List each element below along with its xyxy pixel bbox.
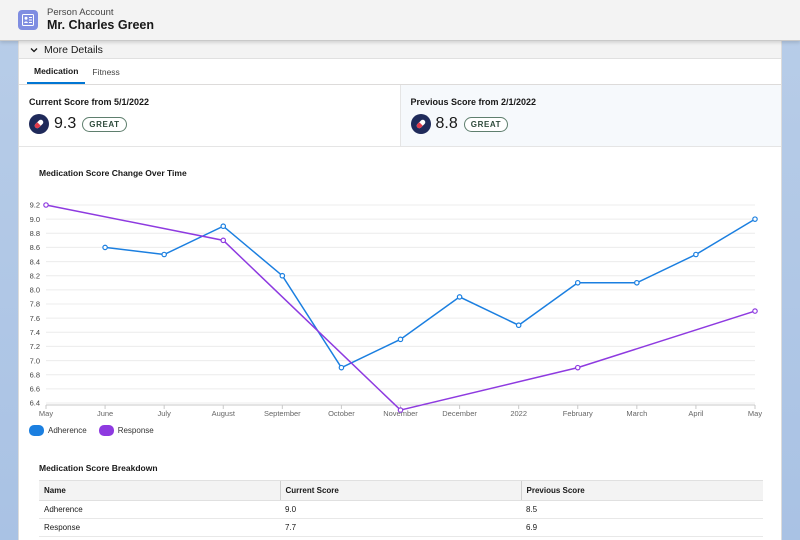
data-point-response	[752, 308, 758, 314]
row-name: Adherence	[39, 500, 280, 519]
chart-title: Medication Score Change Over Time	[39, 168, 187, 178]
score-summary: Current Score from 5/1/2022 9.3 GREAT Pr…	[19, 85, 781, 147]
chart-legend: Adherence Response	[29, 425, 166, 436]
y-tick-label: 7.2	[30, 342, 40, 351]
y-tick-label: 6.8	[30, 370, 40, 379]
data-point-adherence	[693, 251, 699, 258]
table-header-row: Name Current Score Previous Score	[39, 480, 763, 501]
data-point-adherence	[456, 294, 463, 300]
data-point-response	[397, 407, 404, 413]
more-details-toggle[interactable]: More Details	[19, 41, 781, 59]
data-point-adherence	[752, 216, 758, 222]
data-point-adherence	[574, 279, 581, 286]
row-current-score: 7.7	[280, 518, 521, 537]
y-tick-label: 8.0	[30, 286, 40, 295]
x-tick-label: December	[442, 409, 477, 418]
previous-score-badge: GREAT	[463, 116, 509, 132]
y-tick-label: 7.6	[30, 314, 40, 323]
data-point-adherence	[279, 272, 286, 279]
y-tick-label: 6.6	[30, 385, 40, 394]
more-details-label: More Details	[44, 43, 103, 56]
row-previous-score: 6.9	[521, 518, 763, 537]
column-header-current-score[interactable]: Current Score	[279, 480, 521, 501]
data-point-response	[220, 237, 227, 244]
y-tick-label: 8.8	[30, 229, 40, 238]
data-point-adherence	[220, 223, 227, 230]
table-row: Response 7.7 6.9	[39, 518, 763, 537]
legend-swatch-adherence	[29, 425, 44, 436]
score-breakdown-table: Name Current Score Previous Score Adhere…	[39, 480, 763, 537]
tab-medication[interactable]: Medication	[27, 59, 86, 84]
x-tick-label: April	[688, 409, 703, 418]
y-tick-label: 7.0	[30, 356, 40, 365]
pill-icon	[410, 114, 431, 134]
y-tick-label: 8.2	[30, 271, 40, 280]
x-tick-label: June	[97, 409, 113, 418]
current-score-badge: GREAT	[82, 116, 127, 132]
x-tick-label: May	[748, 409, 762, 418]
column-header-previous-score[interactable]: Previous Score	[520, 480, 763, 501]
x-tick-label: November	[383, 409, 418, 418]
column-header-name[interactable]: Name	[39, 480, 280, 501]
current-score-value: 9.3	[54, 115, 77, 132]
tab-fitness[interactable]: Fitness	[92, 66, 120, 77]
data-point-response	[574, 364, 581, 371]
person-account-icon	[18, 10, 38, 30]
x-tick-label: May	[39, 409, 53, 418]
record-title: Mr. Charles Green	[47, 18, 154, 32]
details-card: More Details Medication Fitness Current …	[18, 41, 782, 540]
y-tick-label: 7.8	[30, 300, 40, 309]
x-tick-label: August	[212, 409, 236, 418]
previous-score-label: Previous Score from 2/1/2022	[410, 97, 537, 107]
data-point-adherence	[161, 251, 167, 258]
data-point-adherence	[515, 322, 522, 329]
x-tick-label: 2022	[510, 409, 527, 418]
data-point-adherence	[102, 244, 108, 251]
table-row: Adherence 9.0 8.5	[39, 500, 763, 519]
tab-bar: Medication Fitness	[19, 59, 781, 85]
series-line-adherence	[104, 218, 756, 369]
x-tick-label: March	[626, 409, 647, 418]
chevron-down-icon	[30, 47, 38, 52]
legend-item-response[interactable]: Response	[98, 425, 154, 436]
data-point-response	[43, 202, 49, 208]
legend-swatch-response	[98, 425, 114, 436]
y-tick-label: 6.4	[30, 399, 40, 408]
y-tick-label: 7.4	[30, 328, 40, 337]
legend-label-adherence: Adherence	[48, 426, 87, 435]
legend-label-response: Response	[117, 426, 154, 435]
data-point-adherence	[338, 364, 345, 371]
y-tick-label: 8.6	[30, 243, 40, 252]
previous-score-box: Previous Score from 2/1/2022 8.8 GREAT	[399, 85, 781, 146]
series-line-response	[45, 204, 756, 411]
current-score-box: Current Score from 5/1/2022 9.3 GREAT	[19, 85, 400, 146]
y-tick-label: 8.4	[30, 257, 40, 266]
table-title: Medication Score Breakdown	[39, 463, 158, 473]
x-tick-label: February	[563, 409, 593, 418]
legend-item-adherence[interactable]: Adherence	[29, 425, 87, 436]
score-line-chart: 6.4 6.6 6.8 7.0 7.2 7.4 7.6 7.8 8.0 8.2 8.4 8.6 8.8 9…	[30, 201, 763, 418]
y-tick-label: 9.0	[30, 215, 40, 224]
record-type-label: Person Account	[47, 7, 114, 18]
x-tick-label: July	[157, 409, 171, 418]
row-name: Response	[39, 518, 280, 537]
y-tick-label: 9.2	[30, 201, 40, 210]
data-point-adherence	[634, 279, 640, 286]
x-tick-label: October	[328, 409, 355, 418]
previous-score-value: 8.8	[435, 115, 458, 132]
x-tick-label: September	[264, 409, 301, 418]
record-header: Person Account Mr. Charles Green	[0, 0, 800, 41]
current-score-label: Current Score from 5/1/2022	[29, 97, 150, 107]
pill-icon	[29, 114, 49, 134]
data-point-adherence	[397, 336, 404, 343]
row-previous-score: 8.5	[521, 500, 763, 519]
row-current-score: 9.0	[280, 500, 521, 519]
